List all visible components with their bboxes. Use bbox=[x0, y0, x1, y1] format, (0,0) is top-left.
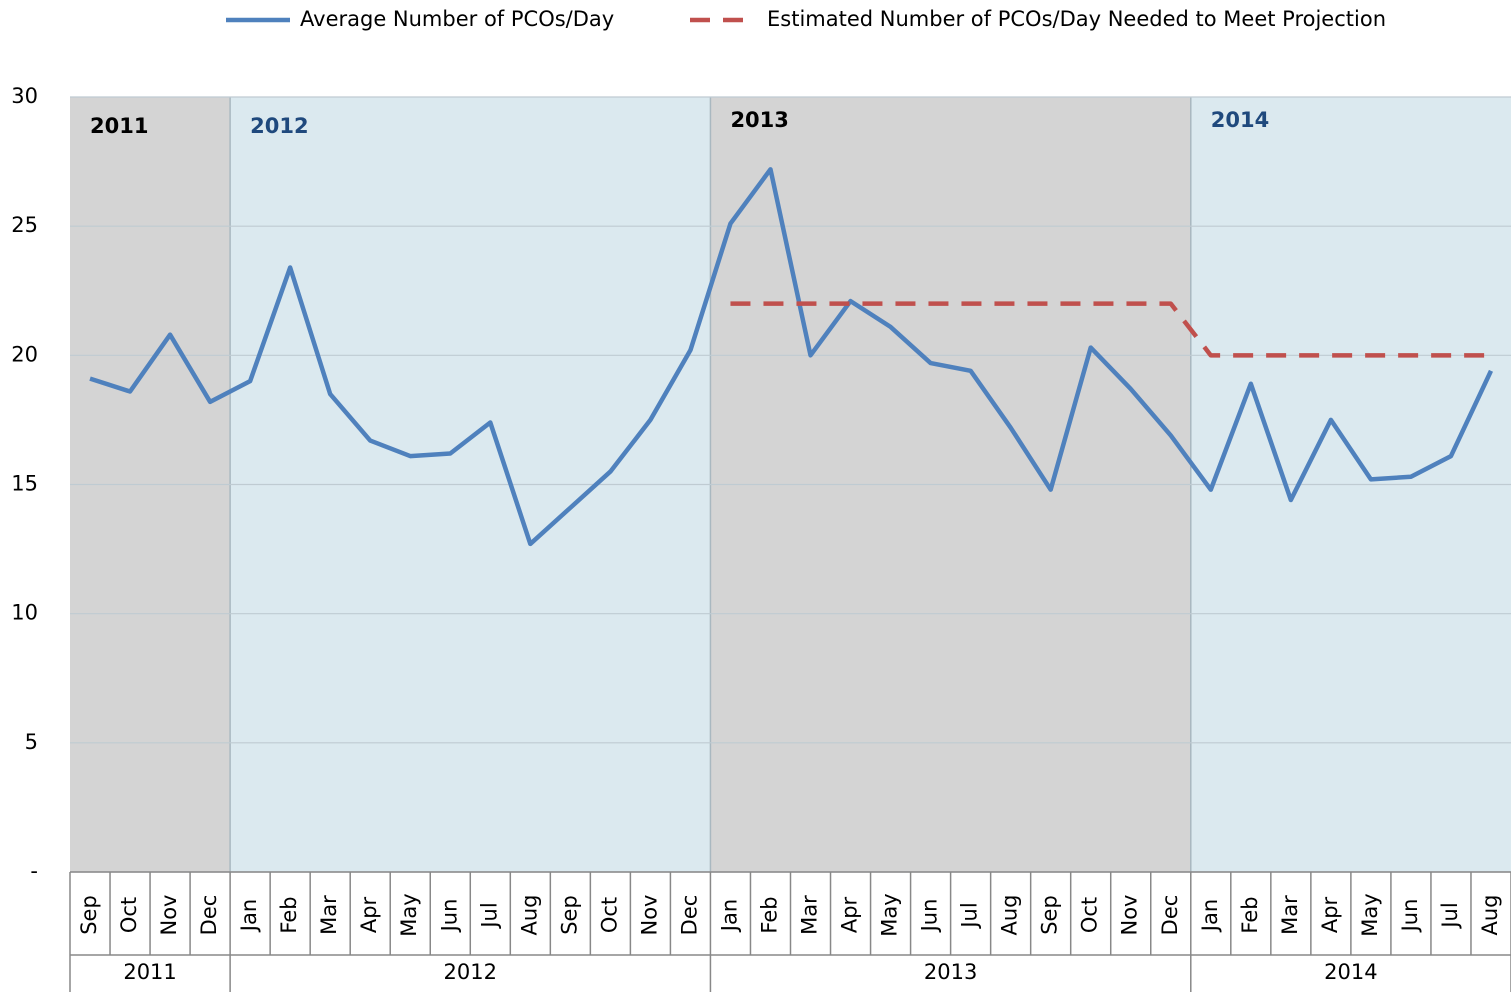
y-tick-label: 25 bbox=[11, 213, 38, 237]
x-tick-label: Nov bbox=[637, 895, 661, 936]
year-band-label: 2011 bbox=[90, 114, 148, 138]
x-tick-label: Jul bbox=[1438, 902, 1462, 929]
legend-label: Average Number of PCOs/Day bbox=[300, 7, 614, 31]
year-band-label: 2014 bbox=[1211, 108, 1269, 132]
legend-label: Estimated Number of PCOs/Day Needed to M… bbox=[767, 7, 1386, 31]
x-tick-label: Sep bbox=[1038, 895, 1062, 935]
x-tick-label: Jul bbox=[477, 902, 501, 929]
x-tick-label: Aug bbox=[998, 894, 1022, 935]
year-label: 2014 bbox=[1324, 960, 1377, 984]
year-band-label: 2012 bbox=[250, 114, 308, 138]
y-tick-label: 15 bbox=[11, 472, 38, 496]
x-tick-label: Dec bbox=[1158, 895, 1182, 936]
x-tick-label: Jul bbox=[958, 902, 982, 929]
x-tick-label: Apr bbox=[838, 896, 862, 933]
x-tick-label: Mar bbox=[798, 895, 822, 935]
x-tick-label: Nov bbox=[157, 895, 181, 936]
series-line bbox=[730, 301, 1491, 358]
y-tick-label: 10 bbox=[11, 601, 38, 625]
x-tick-label: Feb bbox=[277, 896, 301, 933]
year-label: 2012 bbox=[444, 960, 497, 984]
x-tick-label: Nov bbox=[1118, 895, 1142, 936]
x-tick-label: Apr bbox=[357, 896, 381, 933]
y-tick-label: 20 bbox=[11, 342, 38, 366]
x-tick-label: Mar bbox=[1278, 895, 1302, 935]
x-tick-label: May bbox=[397, 893, 421, 936]
year-label: 2011 bbox=[123, 960, 176, 984]
x-tick-label: Apr bbox=[1318, 896, 1342, 933]
y-tick-label: - bbox=[30, 859, 38, 883]
x-tick-label: Jan bbox=[717, 899, 741, 933]
series-line bbox=[89, 167, 1494, 547]
x-tick-label: Oct bbox=[597, 897, 621, 933]
x-tick-label: Feb bbox=[757, 896, 781, 933]
x-tick-label: Oct bbox=[1078, 897, 1102, 933]
x-tick-label: Jan bbox=[237, 899, 261, 933]
x-tick-label: Jun bbox=[437, 899, 461, 934]
year-band-label: 2013 bbox=[730, 108, 788, 132]
y-tick-label: 30 bbox=[11, 84, 38, 108]
x-tick-label: Aug bbox=[1478, 894, 1502, 935]
x-tick-label: Mar bbox=[317, 895, 341, 935]
year-label: 2013 bbox=[924, 960, 977, 984]
x-tick-label: Sep bbox=[77, 895, 101, 935]
x-tick-label: Dec bbox=[197, 895, 221, 936]
x-tick-label: Oct bbox=[117, 897, 141, 933]
x-tick-label: Feb bbox=[1238, 896, 1262, 933]
y-tick-label: 5 bbox=[25, 730, 38, 754]
x-tick-label: Aug bbox=[517, 894, 541, 935]
x-tick-label: Jun bbox=[918, 899, 942, 934]
x-tick-label: Sep bbox=[557, 895, 581, 935]
x-tick-label: Jun bbox=[1398, 899, 1422, 934]
x-tick-label: May bbox=[1358, 893, 1382, 936]
x-tick-label: May bbox=[878, 893, 902, 936]
x-tick-label: Jan bbox=[1198, 899, 1222, 933]
x-tick-label: Dec bbox=[677, 895, 701, 936]
